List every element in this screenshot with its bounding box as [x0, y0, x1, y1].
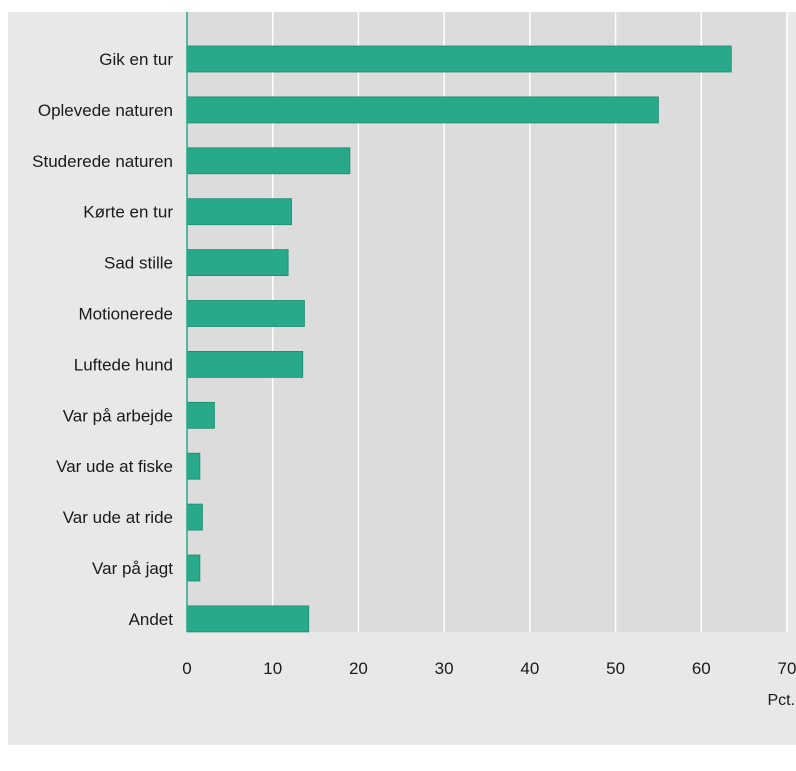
- bar-chart: Gik en tur Oplevede naturen Studerede natu…: [32, 12, 796, 709]
- category-label: Andet: [129, 610, 174, 629]
- bar: [186, 96, 659, 124]
- category-labels: Gik en tur Oplevede naturen Studerede natu…: [32, 50, 173, 629]
- bar: [186, 452, 201, 480]
- x-tick-label: 30: [435, 659, 454, 678]
- bar: [186, 249, 289, 277]
- category-label: Kørte en tur: [83, 203, 173, 222]
- category-label: Gik en tur: [99, 50, 173, 69]
- x-tick-label: 50: [606, 659, 625, 678]
- bar: [186, 605, 310, 633]
- category-label: Luftede hund: [74, 355, 173, 374]
- bar: [186, 350, 304, 378]
- bars: [186, 45, 732, 633]
- x-axis-unit-label: Pct.: [767, 692, 795, 709]
- x-tick-labels: 0 10 20 30 40 50 60 70: [182, 659, 796, 678]
- category-label: Studerede naturen: [32, 152, 173, 171]
- category-label: Motionerede: [78, 305, 173, 324]
- bar: [186, 503, 203, 531]
- category-label: Sad stille: [104, 254, 173, 273]
- bar: [186, 45, 732, 73]
- bar: [186, 554, 201, 582]
- bar: [186, 198, 292, 226]
- category-label: Var på arbejde: [63, 406, 173, 425]
- category-label: Var ude at ride: [63, 508, 173, 527]
- x-tick-label: 40: [520, 659, 539, 678]
- category-label: Var ude at fiske: [56, 457, 173, 476]
- x-tick-label: 0: [182, 659, 191, 678]
- x-tick-label: 10: [263, 659, 282, 678]
- bar: [186, 300, 305, 327]
- x-tick-label: 60: [692, 659, 711, 678]
- x-tick-label: 70: [778, 659, 796, 678]
- bar: [186, 147, 351, 175]
- category-label: Oplevede naturen: [38, 101, 173, 120]
- category-label: Var på jagt: [92, 559, 173, 578]
- x-tick-label: 20: [349, 659, 368, 678]
- chart-panel: Gik en tur Oplevede naturen Studerede natu…: [8, 12, 796, 745]
- bar: [186, 401, 215, 429]
